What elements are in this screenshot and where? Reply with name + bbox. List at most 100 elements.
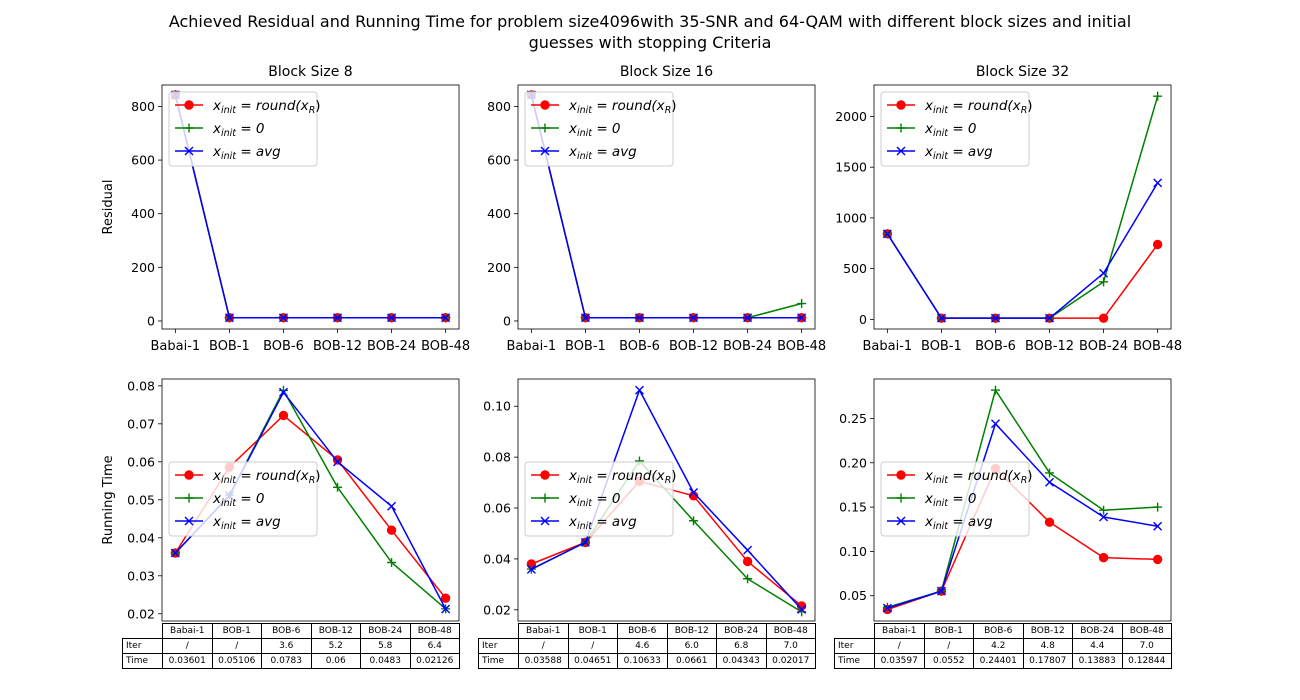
table-row: Iter //4.6 6.0 6.8 7.0 [478, 638, 816, 654]
data-point-avg [1045, 313, 1055, 323]
data-point-zero [797, 299, 807, 309]
y-tick-label: 500 [843, 261, 867, 276]
data-point-avg [936, 586, 946, 596]
table-header-row: Babai-1 BOB-1 BOB-6 BOB-12 BOB-24 BOB-48 [123, 623, 460, 639]
y-tick-label: 0.04 [483, 551, 511, 566]
table-row: Iter //4.2 4.8 4.4 7.0 [834, 638, 1172, 654]
legend-label-zero: xinit = 0 [924, 491, 977, 509]
data-point-avg [526, 564, 536, 574]
legend: xinit = round(xR) xinit = 0 xinit = avg [524, 91, 677, 167]
table-row-label: Time [478, 653, 519, 669]
table-cell: 0.06 [310, 653, 361, 669]
table-cell: / [211, 638, 262, 654]
data-point-avg [1153, 521, 1163, 531]
subplot-title: Block Size 16 [620, 64, 713, 80]
table-column-header: BOB-48 [765, 623, 816, 639]
figure-title-line-1: Achieved Residual and Running Time for p… [168, 12, 1132, 31]
table-cell: 5.2 [310, 638, 361, 654]
table-row-label: Time [122, 653, 163, 669]
table-column-header: BOB-12 [1022, 623, 1073, 639]
figure-title: Achieved Residual and Running Time for p… [0, 11, 1300, 53]
x-tick-label: BOB-24 [1079, 339, 1128, 354]
data-point-avg [441, 604, 451, 614]
y-tick-label: 0 [859, 312, 867, 327]
legend-label-zero: xinit = 0 [568, 491, 621, 509]
table-column-header: BOB-24 [360, 623, 411, 639]
data-point-round [742, 556, 753, 567]
y-tick-label: 0.10 [483, 399, 511, 414]
data-point-round [1152, 554, 1163, 565]
legend-label-round: xinit = round(xR) [568, 98, 677, 116]
table-row-label: Iter [834, 638, 875, 654]
data-point-avg [689, 487, 699, 497]
data-point-avg [1153, 178, 1163, 188]
legend-marker-avg [896, 146, 906, 156]
y-tick-label: 0 [147, 313, 155, 328]
subplot-4: 0.02 0.03 0.04 0.05 0.06 0.07 0.08 Running Time… [101, 378, 460, 622]
y-tick-label: 0.06 [127, 454, 155, 469]
legend-marker-zero [540, 493, 550, 503]
legend-marker-avg [184, 516, 194, 526]
y-tick-label: 0.05 [127, 492, 155, 507]
table-cell: 4.6 [617, 638, 668, 654]
table-cell: 0.12844 [1121, 653, 1172, 669]
y-tick-label: 400 [131, 206, 155, 221]
table-row-label: Time [834, 653, 875, 669]
data-point-avg [882, 229, 892, 239]
table-column-header: BOB-1 [923, 623, 974, 639]
subplot-1: Block Size 8 0 200 400 600 800 Residual Babai-1… [101, 64, 470, 354]
plot-frame [873, 84, 1172, 330]
table-cell: 4.8 [1022, 638, 1073, 654]
table-column-header: BOB-24 [1072, 623, 1123, 639]
x-tick-label: BOB-1 [209, 339, 250, 354]
table-column-header: BOB-6 [617, 623, 668, 639]
x-tick-label: BOB-6 [975, 339, 1016, 354]
legend: xinit = round(xR) xinit = 0 xinit = avg [168, 461, 321, 537]
legend-marker-zero [184, 123, 194, 133]
data-point-avg [990, 419, 1000, 429]
y-tick-label: 800 [487, 99, 511, 114]
data-point-zero [333, 482, 343, 492]
series-line-avg [174, 94, 446, 319]
data-point-avg [797, 604, 807, 614]
table-column-header: Babai-1 [518, 623, 569, 639]
table-cell: 0.17807 [1022, 653, 1073, 669]
table-column-header: Babai-1 [874, 623, 925, 639]
series-line-avg [886, 182, 1159, 319]
data-point-avg [580, 537, 590, 547]
table-cell: 0.03588 [518, 653, 569, 669]
x-tick-label: BOB-48 [421, 339, 470, 354]
legend-marker-zero [184, 493, 194, 503]
legend-label-zero: xinit = 0 [212, 491, 265, 509]
y-tick-label: 0.08 [483, 450, 511, 465]
data-point-zero [743, 574, 753, 584]
data-point-zero [387, 557, 397, 567]
y-tick-label: 1500 [835, 160, 867, 175]
data-point-zero [1153, 91, 1163, 101]
table-cell: 0.04651 [567, 653, 618, 669]
data-point-round [1152, 239, 1163, 250]
legend-marker-round [896, 470, 906, 480]
table-cell: 3.6 [261, 638, 312, 654]
legend-label-avg: xinit = avg [924, 144, 993, 162]
table-cell: 4.4 [1072, 638, 1123, 654]
x-tick-label: BOB-6 [619, 339, 660, 354]
table-cell: 0.04343 [716, 653, 767, 669]
data-point-zero [689, 516, 699, 526]
data-point-avg [990, 313, 1000, 323]
table-cell: 7.0 [765, 638, 816, 654]
legend-marker-zero [896, 493, 906, 503]
data-point-avg [1099, 512, 1109, 522]
table-cell: 0.02126 [409, 653, 460, 669]
legend-marker-avg [896, 516, 906, 526]
table-cell: 4.2 [973, 638, 1024, 654]
data-point-zero [1099, 505, 1109, 515]
y-axis-label: Running Time [101, 455, 116, 544]
legend-label-avg: xinit = avg [924, 514, 993, 532]
legend-marker-round [184, 470, 194, 480]
table-column-header: BOB-6 [973, 623, 1024, 639]
legend: xinit = round(xR) xinit = 0 xinit = avg [524, 461, 677, 537]
x-tick-label: Babai-1 [151, 339, 201, 354]
table-corner [835, 624, 875, 639]
stats-table-block-32: Babai-1 BOB-1 BOB-6 BOB-12 BOB-24 BOB-48 Iter /… [834, 623, 1172, 669]
